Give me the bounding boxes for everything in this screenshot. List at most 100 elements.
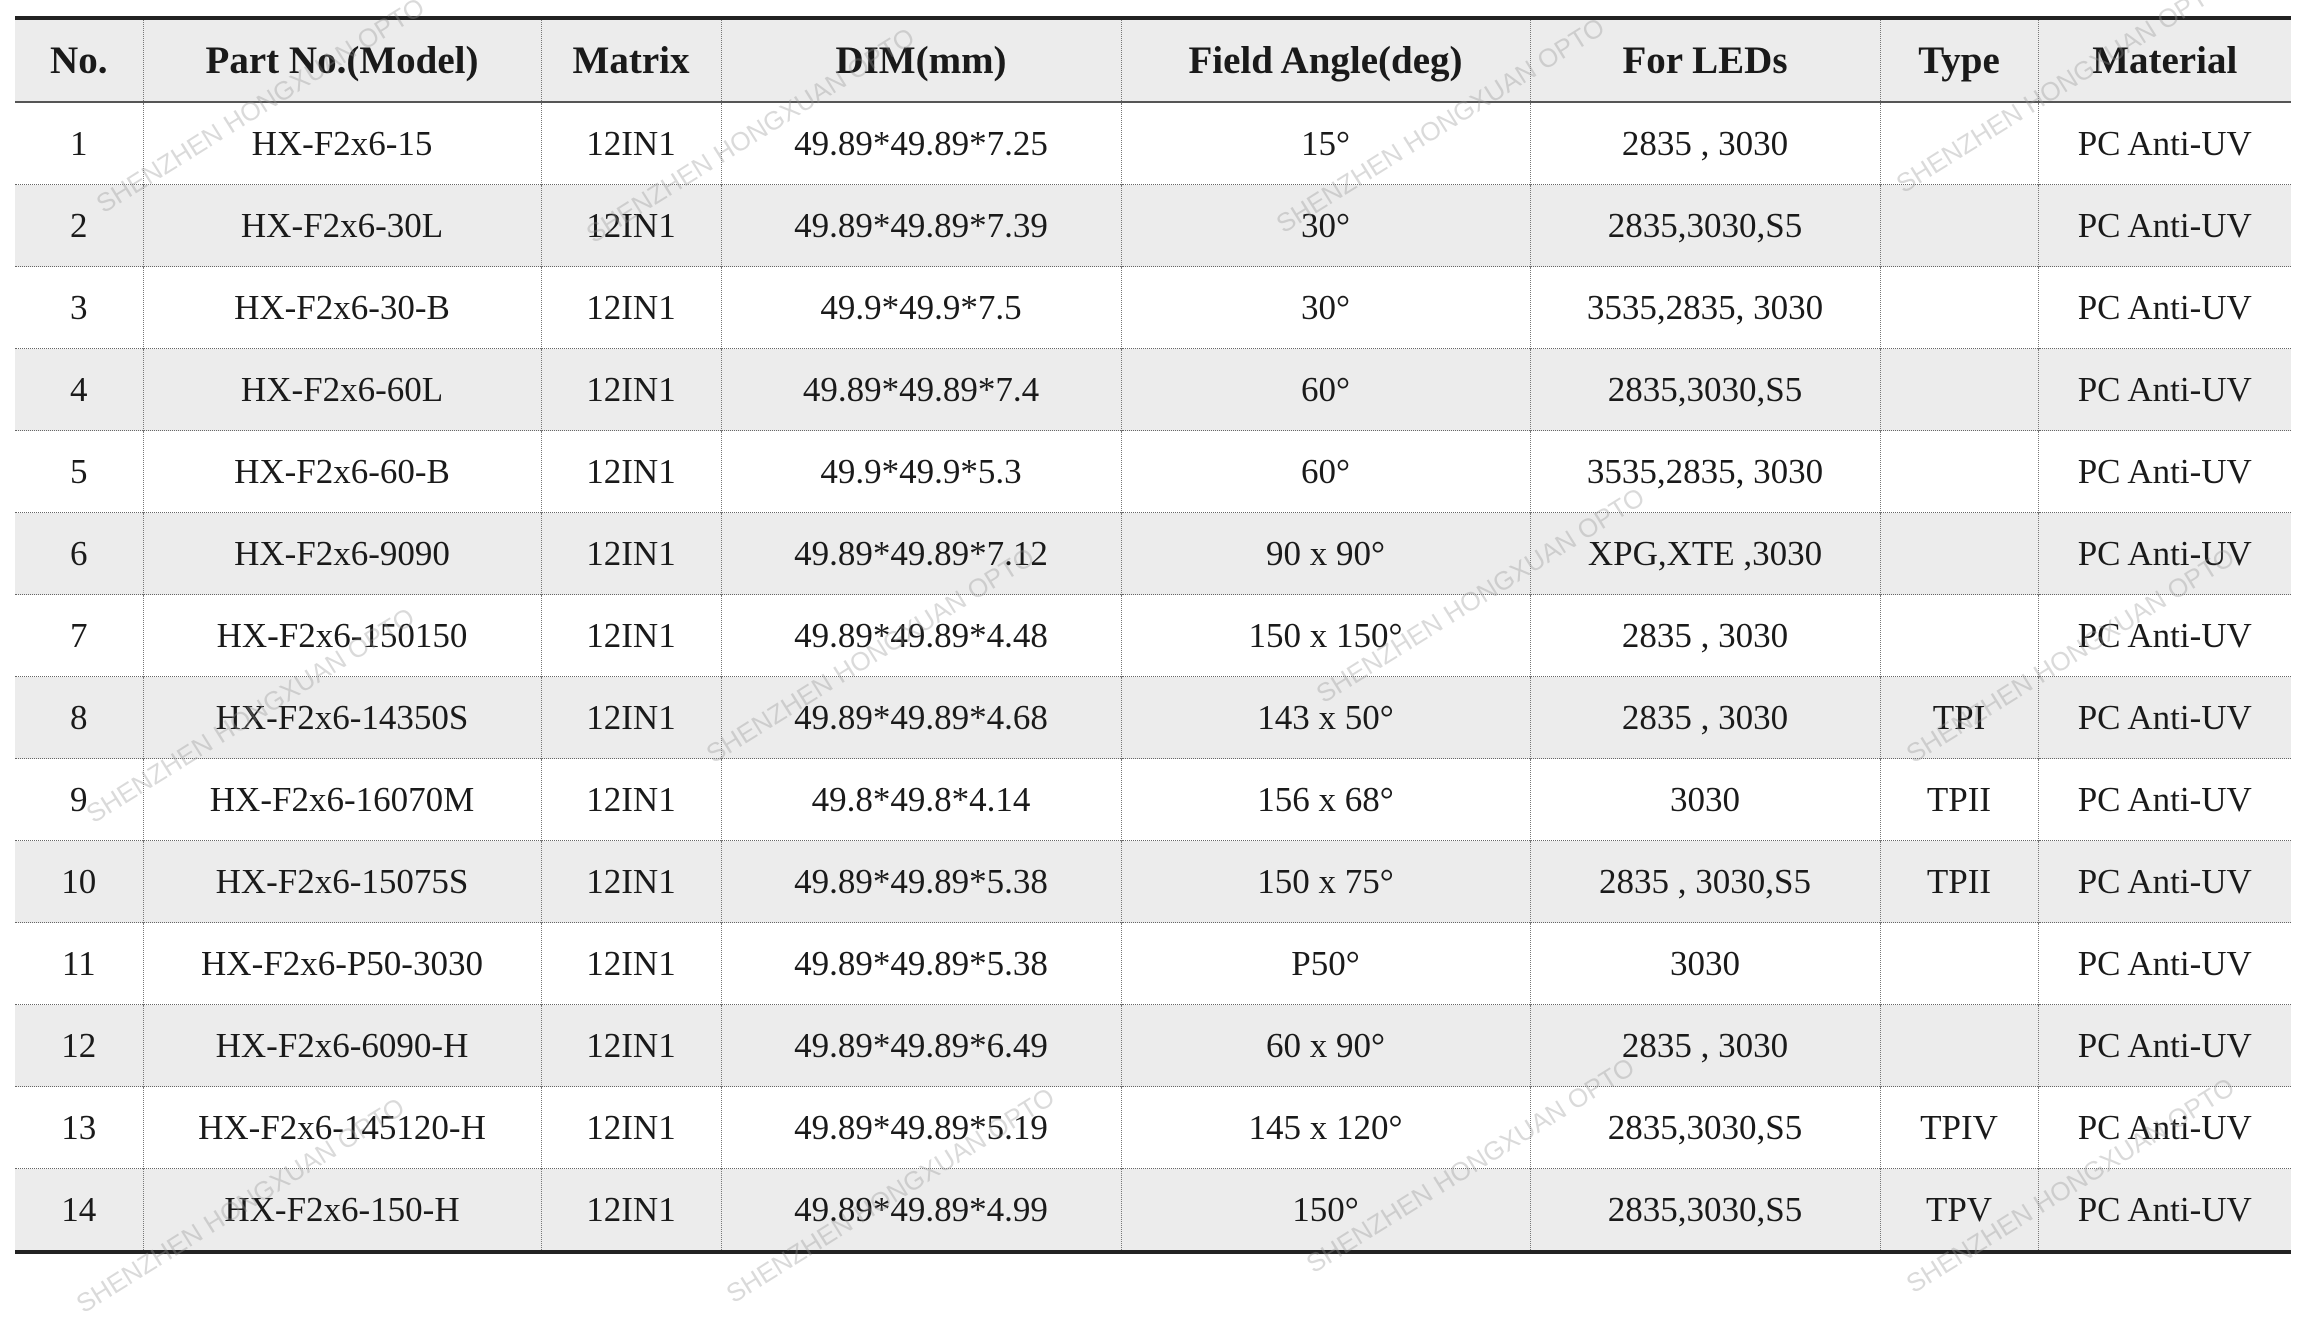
table-cell: 143 x 50° bbox=[1120, 676, 1531, 759]
table-cell: TPI bbox=[1879, 676, 2039, 759]
table-cell: 12IN1 bbox=[540, 184, 722, 267]
table-cell: HX-F2x6-9090 bbox=[142, 512, 542, 595]
table-cell: 156 x 68° bbox=[1120, 758, 1531, 841]
table-cell: 10 bbox=[15, 840, 144, 923]
table-cell: 150 x 75° bbox=[1120, 840, 1531, 923]
table-cell: 49.89*49.89*7.39 bbox=[720, 184, 1122, 267]
table-cell: 150 x 150° bbox=[1120, 594, 1531, 677]
table-cell: 12IN1 bbox=[540, 512, 722, 595]
header-row: No. Part No.(Model) Matrix DIM(mm) Field Ang… bbox=[15, 18, 2291, 103]
table-cell: 49.89*49.89*6.49 bbox=[720, 1004, 1122, 1087]
table-cell: HX-F2x6-60L bbox=[142, 348, 542, 431]
table-cell: 49.9*49.9*7.5 bbox=[720, 266, 1122, 349]
table-cell: PC Anti-UV bbox=[2037, 1086, 2291, 1169]
column-header: No. bbox=[15, 18, 144, 103]
table-cell: 12 bbox=[15, 1004, 144, 1087]
table-cell: PC Anti-UV bbox=[2037, 594, 2291, 677]
table-cell: 7 bbox=[15, 594, 144, 677]
table-row: 12 HX-F2x6-6090-H 12IN1 49.89*49.89*6.49 60 … bbox=[15, 1004, 2291, 1087]
table-cell: XPG,XTE ,3030 bbox=[1529, 512, 1881, 595]
table-cell: 49.89*49.89*7.25 bbox=[720, 101, 1122, 185]
table-cell: 2835 , 3030 bbox=[1529, 101, 1881, 185]
table-cell: HX-F2x6-30L bbox=[142, 184, 542, 267]
table-cell: 2835,3030,S5 bbox=[1529, 184, 1881, 267]
table-cell: PC Anti-UV bbox=[2037, 101, 2291, 185]
table-cell: PC Anti-UV bbox=[2037, 512, 2291, 595]
table-cell: 5 bbox=[15, 430, 144, 513]
table-cell: TPII bbox=[1879, 840, 2039, 923]
table-cell: PC Anti-UV bbox=[2037, 348, 2291, 431]
column-header: Material bbox=[2037, 18, 2291, 103]
table-cell bbox=[1879, 594, 2039, 677]
table-cell: HX-F2x6-150-H bbox=[142, 1168, 542, 1252]
column-header: Matrix bbox=[540, 18, 722, 103]
table-cell: 2835,3030,S5 bbox=[1529, 1086, 1881, 1169]
table-cell: 49.8*49.8*4.14 bbox=[720, 758, 1122, 841]
table-cell: 12IN1 bbox=[540, 348, 722, 431]
table-cell: 49.89*49.89*5.19 bbox=[720, 1086, 1122, 1169]
table-row: 10 HX-F2x6-15075S 12IN1 49.89*49.89*5.38 150… bbox=[15, 840, 2291, 923]
table-cell: 30° bbox=[1120, 184, 1531, 267]
table-cell: 3535,2835, 3030 bbox=[1529, 266, 1881, 349]
table-row: 8 HX-F2x6-14350S 12IN1 49.89*49.89*4.68 143 … bbox=[15, 676, 2291, 759]
table-cell: 60° bbox=[1120, 430, 1531, 513]
table-cell: 145 x 120° bbox=[1120, 1086, 1531, 1169]
table-cell: HX-F2x6-14350S bbox=[142, 676, 542, 759]
table-cell: 12IN1 bbox=[540, 101, 722, 185]
table-row: 4 HX-F2x6-60L 12IN1 49.89*49.89*7.4 60° 2835,… bbox=[15, 348, 2291, 431]
table-cell: 12IN1 bbox=[540, 266, 722, 349]
table-cell: 3030 bbox=[1529, 758, 1881, 841]
table-cell: 4 bbox=[15, 348, 144, 431]
table-cell: HX-F2x6-15 bbox=[142, 101, 542, 185]
table-cell: 2835 , 3030 bbox=[1529, 676, 1881, 759]
table-cell bbox=[1879, 430, 2039, 513]
table-row: 1 HX-F2x6-15 12IN1 49.89*49.89*7.25 15° 2835 … bbox=[15, 101, 2291, 185]
table-cell: 2835 , 3030 bbox=[1529, 594, 1881, 677]
table-cell: 12IN1 bbox=[540, 922, 722, 1005]
column-header: Type bbox=[1879, 18, 2039, 103]
table-cell: HX-F2x6-6090-H bbox=[142, 1004, 542, 1087]
table-cell: 49.89*49.89*5.38 bbox=[720, 922, 1122, 1005]
column-header: For LEDs bbox=[1529, 18, 1881, 103]
table-cell: 12IN1 bbox=[540, 758, 722, 841]
table-cell bbox=[1879, 922, 2039, 1005]
table-row: 6 HX-F2x6-9090 12IN1 49.89*49.89*7.12 90 x 9… bbox=[15, 512, 2291, 595]
table-cell: HX-F2x6-16070M bbox=[142, 758, 542, 841]
table-cell: 12IN1 bbox=[540, 594, 722, 677]
table-cell: HX-F2x6-P50-3030 bbox=[142, 922, 542, 1005]
column-header: Field Angle(deg) bbox=[1120, 18, 1531, 103]
table-cell: 2835 , 3030,S5 bbox=[1529, 840, 1881, 923]
column-header: Part No.(Model) bbox=[142, 18, 542, 103]
table-cell: 6 bbox=[15, 512, 144, 595]
table-cell: PC Anti-UV bbox=[2037, 676, 2291, 759]
table-row: 7 HX-F2x6-150150 12IN1 49.89*49.89*4.48 150 … bbox=[15, 594, 2291, 677]
table-cell: PC Anti-UV bbox=[2037, 266, 2291, 349]
table-cell: 49.89*49.89*7.4 bbox=[720, 348, 1122, 431]
table-row: 11 HX-F2x6-P50-3030 12IN1 49.89*49.89*5.38 P… bbox=[15, 922, 2291, 1005]
table-cell: 30° bbox=[1120, 266, 1531, 349]
table-cell bbox=[1879, 184, 2039, 267]
table-row: 9 HX-F2x6-16070M 12IN1 49.8*49.8*4.14 156 x … bbox=[15, 758, 2291, 841]
table-row: 2 HX-F2x6-30L 12IN1 49.89*49.89*7.39 30° 2835… bbox=[15, 184, 2291, 267]
table-cell: PC Anti-UV bbox=[2037, 430, 2291, 513]
table-cell: PC Anti-UV bbox=[2037, 922, 2291, 1005]
table-cell: 49.89*49.89*5.38 bbox=[720, 840, 1122, 923]
table-cell: 14 bbox=[15, 1168, 144, 1252]
table-cell: 12IN1 bbox=[540, 1086, 722, 1169]
table-cell: PC Anti-UV bbox=[2037, 840, 2291, 923]
table-cell: 2 bbox=[15, 184, 144, 267]
table-cell: 9 bbox=[15, 758, 144, 841]
table-cell: HX-F2x6-145120-H bbox=[142, 1086, 542, 1169]
table-cell: 49.9*49.9*5.3 bbox=[720, 430, 1122, 513]
table-cell: PC Anti-UV bbox=[2037, 184, 2291, 267]
table-cell: P50° bbox=[1120, 922, 1531, 1005]
table-cell: 2835,3030,S5 bbox=[1529, 1168, 1881, 1252]
table-cell: 60 x 90° bbox=[1120, 1004, 1531, 1087]
table-cell: 3030 bbox=[1529, 922, 1881, 1005]
table-cell: 49.89*49.89*4.99 bbox=[720, 1168, 1122, 1252]
table-cell: 15° bbox=[1120, 101, 1531, 185]
table-cell bbox=[1879, 348, 2039, 431]
table-cell: TPII bbox=[1879, 758, 2039, 841]
table-row: 14 HX-F2x6-150-H 12IN1 49.89*49.89*4.99 150°… bbox=[15, 1168, 2291, 1252]
spec-table: No. Part No.(Model) Matrix DIM(mm) Field Ang… bbox=[15, 16, 2291, 1254]
